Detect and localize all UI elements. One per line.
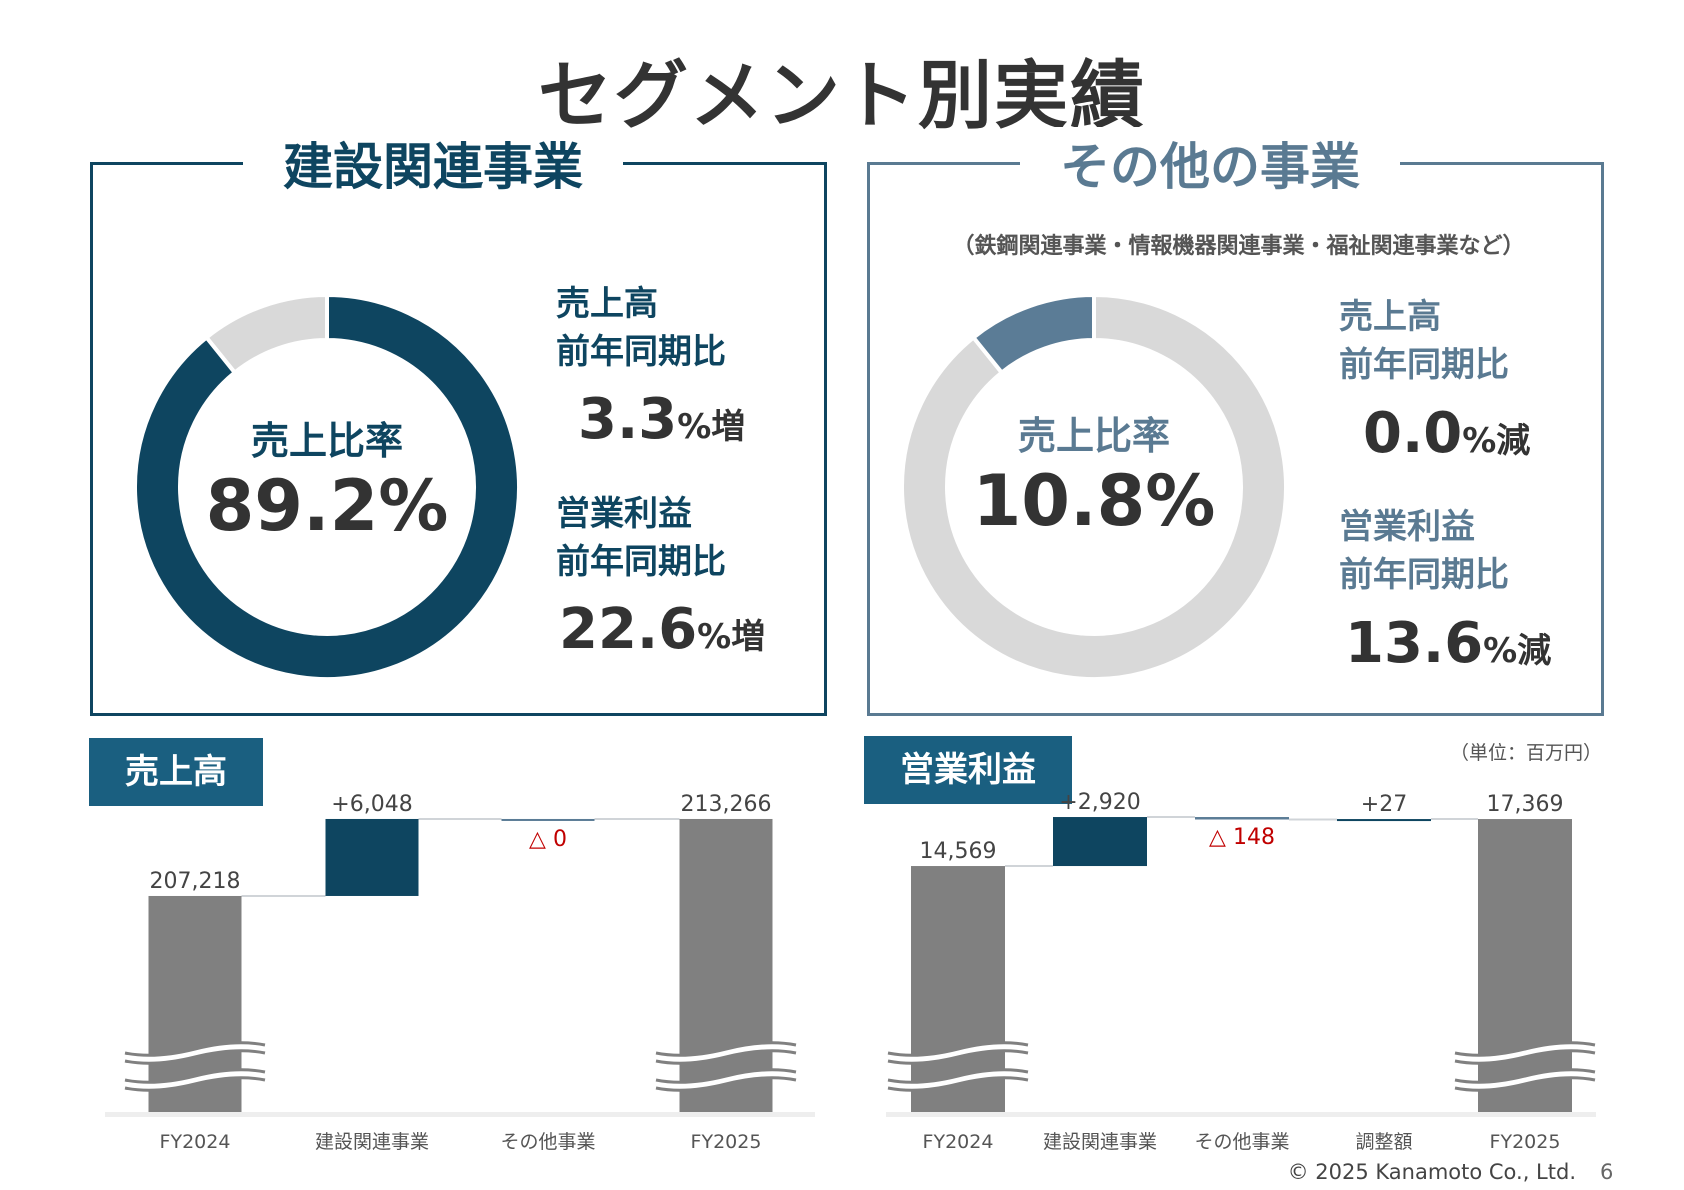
ratio-value: 10.8% — [972, 460, 1216, 542]
waterfall-bar — [501, 818, 595, 821]
page-title: セグメント別実績 — [538, 53, 1146, 139]
op-yoy-suffix: %増 — [697, 617, 766, 657]
axis-break-line — [1454, 1076, 1596, 1092]
axis-break-line — [655, 1068, 797, 1084]
data-label: 17,369 — [1487, 792, 1564, 817]
ratio-value: 89.2% — [205, 465, 449, 547]
category-label: FY2025 — [1490, 1131, 1561, 1153]
waterfall-bar — [1195, 817, 1289, 820]
copyright: © 2025 Kanamoto Co., Ltd. — [1287, 1160, 1576, 1184]
op-chart-tag: 営業利益 — [864, 736, 1072, 804]
axis-break-mark — [1455, 1042, 1595, 1064]
sales-yoy-suffix: %増 — [677, 407, 746, 447]
axis-break-mark — [656, 1069, 796, 1091]
waterfall-bar — [679, 818, 773, 1112]
donut-segment-slice — [133, 292, 521, 681]
waterfall-bar — [1053, 817, 1147, 867]
category-label: その他事業 — [1194, 1131, 1289, 1153]
data-label: +27 — [1361, 792, 1407, 817]
category-label: FY2025 — [691, 1131, 762, 1153]
category-label: FY2024 — [160, 1131, 231, 1153]
op-yoy-value: 22.6 — [559, 597, 698, 662]
axis-break-line — [124, 1041, 266, 1057]
ratio-label: 売上比率 — [250, 419, 403, 463]
axis-break-line — [655, 1076, 797, 1092]
axis-break-line — [1454, 1041, 1596, 1057]
data-label: 14,569 — [920, 839, 997, 864]
axis-break-mark — [125, 1069, 265, 1091]
axis-break-line — [887, 1068, 1029, 1084]
other-heading: その他の事業 — [1020, 127, 1400, 199]
category-label: 建設関連事業 — [1043, 1131, 1157, 1153]
op-yoy-suffix: %減 — [1483, 631, 1552, 671]
construction-panel: 建設関連事業 売上比率 89.2% 売上高 前年同期比 3.3%増 営業利益 前… — [90, 127, 827, 716]
construction-donut — [133, 292, 521, 681]
axis-break-line — [887, 1076, 1029, 1092]
sales-yoy: 3.3%増 — [578, 387, 745, 452]
data-label: +6,048 — [331, 792, 412, 817]
yoy-label: 前年同期比 — [556, 332, 726, 372]
op-yoy: 22.6%増 — [559, 597, 765, 662]
data-label: 213,266 — [681, 792, 772, 817]
op-yoy-value: 13.6 — [1345, 611, 1484, 676]
waterfall-bar — [1478, 819, 1572, 1112]
unit-label: （単位：百万円） — [1450, 742, 1603, 764]
data-label: +2,920 — [1059, 790, 1140, 815]
ratio-label: 売上比率 — [1017, 414, 1170, 458]
category-label: 調整額 — [1355, 1131, 1412, 1153]
axis-break-mark — [656, 1042, 796, 1064]
donut-segment-slice — [970, 292, 1096, 376]
other-subtitle: （鉄鋼関連事業・情報機器関連事業・福祉関連事業など） — [952, 234, 1525, 259]
chart-baseline — [105, 1112, 815, 1117]
other-panel: その他の事業 （鉄鋼関連事業・情報機器関連事業・福祉関連事業など） 売上比率 1… — [867, 127, 1604, 716]
axis-break-mark — [125, 1042, 265, 1064]
op-yoy: 13.6%減 — [1345, 611, 1551, 676]
data-label: 207,218 — [150, 869, 241, 894]
axis-break-line — [887, 1049, 1029, 1065]
axis-break-line — [887, 1041, 1029, 1057]
axis-break-line — [1454, 1049, 1596, 1065]
sales-yoy-value: 0.0 — [1363, 401, 1463, 466]
sales-chart-tag: 売上高 — [89, 738, 263, 806]
yoy-label: 前年同期比 — [1339, 555, 1509, 595]
op-label: 営業利益 — [1339, 507, 1475, 547]
category-label: 建設関連事業 — [315, 1131, 429, 1153]
sales-yoy-value: 3.3 — [578, 387, 678, 452]
axis-break-line — [655, 1049, 797, 1065]
category-label: FY2024 — [923, 1131, 994, 1153]
sales-label: 売上高 — [556, 284, 658, 324]
axis-break-line — [124, 1076, 266, 1092]
data-label: △ 0 — [529, 827, 567, 852]
donut-remainder-slice — [900, 292, 1288, 681]
axis-break-mark — [1455, 1069, 1595, 1091]
yoy-label: 前年同期比 — [556, 542, 726, 582]
op-label: 営業利益 — [556, 494, 692, 534]
sales-yoy-suffix: %減 — [1462, 421, 1531, 461]
other-donut — [900, 292, 1288, 681]
data-label: △ 148 — [1209, 825, 1275, 850]
axis-break-line — [124, 1049, 266, 1065]
sales-label: 売上高 — [1339, 297, 1441, 337]
yoy-label: 前年同期比 — [1339, 345, 1509, 385]
page-number: 6 — [1600, 1160, 1614, 1184]
waterfall-bar — [1337, 819, 1431, 822]
axis-break-line — [655, 1041, 797, 1057]
chart-baseline — [886, 1112, 1596, 1117]
sales-yoy: 0.0%減 — [1363, 401, 1530, 466]
axis-break-mark — [888, 1069, 1028, 1091]
category-label: その他事業 — [500, 1131, 595, 1153]
axis-break-mark — [888, 1042, 1028, 1064]
construction-heading: 建設関連事業 — [243, 127, 623, 199]
axis-break-line — [1454, 1068, 1596, 1084]
axis-break-line — [124, 1068, 266, 1084]
waterfall-bar — [325, 818, 419, 896]
